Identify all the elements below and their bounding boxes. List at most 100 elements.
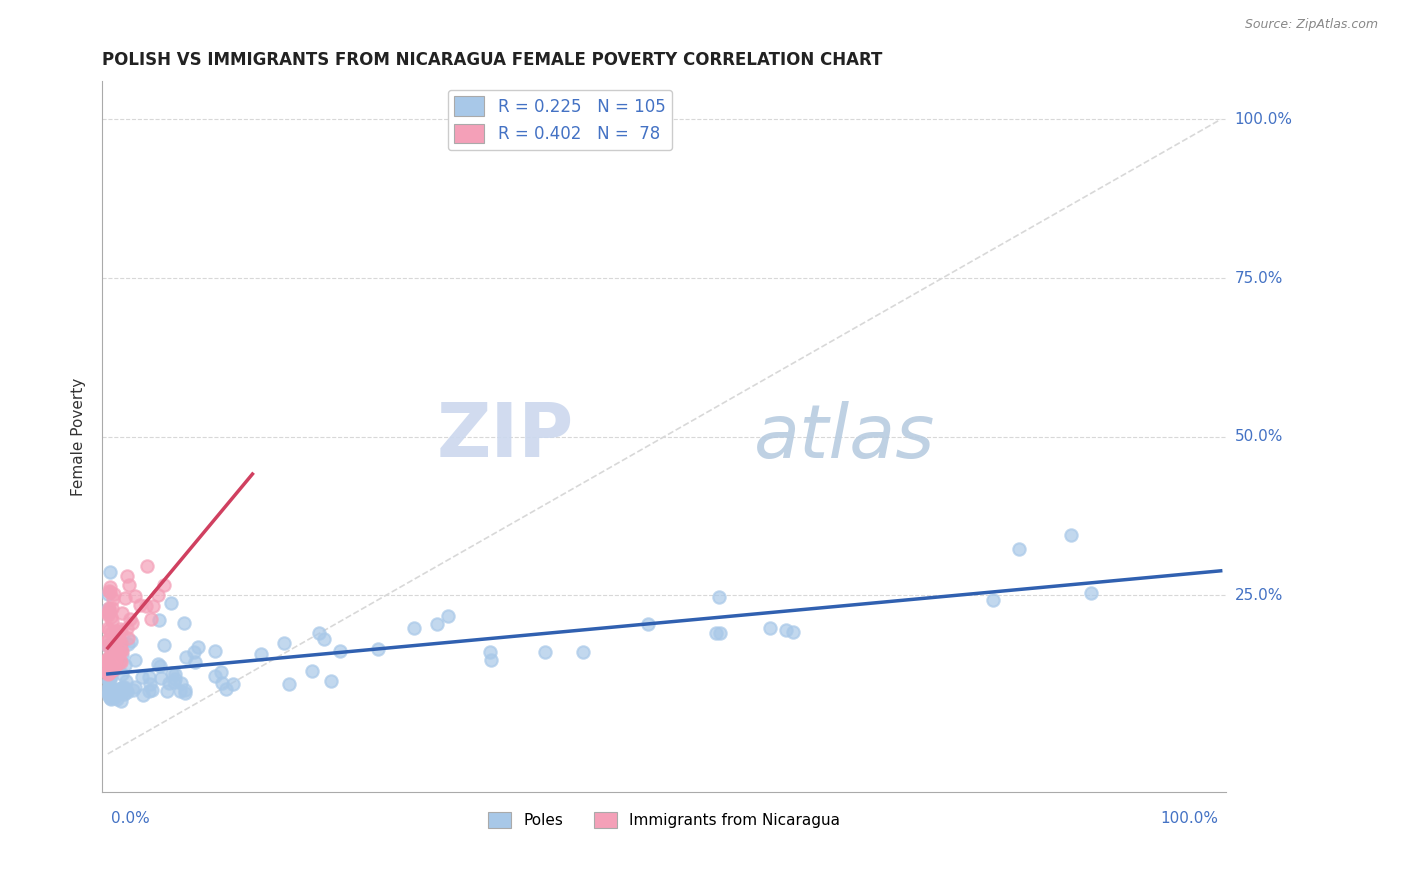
Point xyxy=(98,601,121,615)
Point xyxy=(97,652,120,666)
Point xyxy=(312,632,335,647)
Point xyxy=(184,655,207,669)
Point xyxy=(308,626,330,640)
Point xyxy=(1080,585,1102,599)
Point xyxy=(107,630,129,644)
Point xyxy=(98,658,121,673)
Point xyxy=(97,665,120,680)
Point xyxy=(104,642,127,657)
Point xyxy=(321,674,343,689)
Point xyxy=(97,665,120,680)
Point xyxy=(98,584,121,599)
Point xyxy=(108,654,131,668)
Point xyxy=(112,688,135,702)
Point xyxy=(138,670,160,684)
Point xyxy=(100,626,122,640)
Text: Source: ZipAtlas.com: Source: ZipAtlas.com xyxy=(1244,18,1378,31)
Point xyxy=(100,670,122,684)
Point xyxy=(98,603,121,617)
Point xyxy=(115,621,138,635)
Point xyxy=(105,648,128,663)
Point xyxy=(97,608,120,623)
Point xyxy=(329,644,352,658)
Point xyxy=(100,662,122,676)
Point xyxy=(138,677,160,691)
Point xyxy=(110,648,132,663)
Point xyxy=(100,640,122,654)
Point xyxy=(97,665,120,679)
Legend: Poles, Immigrants from Nicaragua: Poles, Immigrants from Nicaragua xyxy=(482,805,846,834)
Point xyxy=(103,661,125,675)
Point xyxy=(111,606,134,620)
Point xyxy=(107,632,129,647)
Point xyxy=(117,637,139,651)
Point xyxy=(110,682,132,697)
Point xyxy=(211,675,233,690)
Point xyxy=(169,684,191,698)
Text: 25.0%: 25.0% xyxy=(1234,588,1282,603)
Point xyxy=(110,681,132,696)
Point xyxy=(148,614,170,628)
Point xyxy=(138,684,160,698)
Point xyxy=(105,645,128,659)
Point xyxy=(101,663,124,677)
Point xyxy=(97,680,120,694)
Text: 0.0%: 0.0% xyxy=(111,811,149,825)
Point xyxy=(214,682,236,697)
Point xyxy=(104,690,127,705)
Point xyxy=(100,565,122,579)
Point xyxy=(124,653,146,667)
Point xyxy=(97,685,120,699)
Point xyxy=(1008,541,1031,556)
Point xyxy=(174,683,197,698)
Text: 50.0%: 50.0% xyxy=(1234,429,1282,444)
Point xyxy=(98,680,121,694)
Point xyxy=(124,589,146,603)
Point xyxy=(117,631,139,645)
Text: 75.0%: 75.0% xyxy=(1234,270,1282,285)
Point xyxy=(209,665,232,679)
Point xyxy=(97,632,120,647)
Point xyxy=(112,680,135,694)
Point xyxy=(98,669,121,683)
Point xyxy=(101,601,124,615)
Point xyxy=(98,673,121,688)
Point xyxy=(637,617,659,632)
Point xyxy=(97,633,120,648)
Point xyxy=(117,684,139,698)
Point xyxy=(97,673,120,688)
Point xyxy=(153,578,176,592)
Point xyxy=(437,609,460,624)
Point xyxy=(100,659,122,673)
Text: POLISH VS IMMIGRANTS FROM NICARAGUA FEMALE POVERTY CORRELATION CHART: POLISH VS IMMIGRANTS FROM NICARAGUA FEMA… xyxy=(103,51,883,69)
Point xyxy=(97,684,120,698)
Point xyxy=(534,644,557,658)
Point xyxy=(114,658,136,673)
Point xyxy=(97,660,120,674)
Point xyxy=(165,667,187,681)
Point xyxy=(301,664,323,678)
Point xyxy=(173,615,195,630)
Point xyxy=(100,657,122,671)
Point xyxy=(1060,528,1083,542)
Point xyxy=(122,682,145,697)
Point xyxy=(108,681,131,696)
Point xyxy=(101,592,124,607)
Text: ZIP: ZIP xyxy=(437,401,574,473)
Point xyxy=(204,669,226,683)
Point xyxy=(572,645,595,659)
Point xyxy=(153,638,176,652)
Point xyxy=(704,626,727,640)
Point xyxy=(100,692,122,706)
Point xyxy=(114,682,136,697)
Point xyxy=(160,665,183,680)
Point xyxy=(97,655,120,669)
Text: 100.0%: 100.0% xyxy=(1234,112,1292,127)
Point xyxy=(98,667,121,681)
Point xyxy=(118,578,141,592)
Point xyxy=(121,616,143,631)
Point xyxy=(101,654,124,668)
Point xyxy=(142,599,165,613)
Point xyxy=(114,591,136,605)
Point xyxy=(97,638,120,652)
